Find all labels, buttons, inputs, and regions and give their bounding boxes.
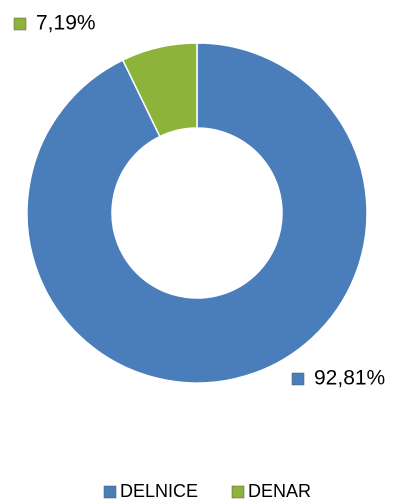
- data-label: 7,19%: [36, 12, 96, 35]
- legend-marker: [231, 485, 245, 499]
- legend-marker: [103, 485, 117, 499]
- legend-label: DENAR: [248, 481, 311, 501]
- label-marker: [13, 17, 27, 31]
- donut-slice: [26, 42, 368, 384]
- legend-label: DELNICE: [120, 481, 198, 501]
- donut-slice: [121, 42, 198, 138]
- label-marker: [291, 372, 305, 386]
- data-label: 92,81%: [314, 367, 385, 390]
